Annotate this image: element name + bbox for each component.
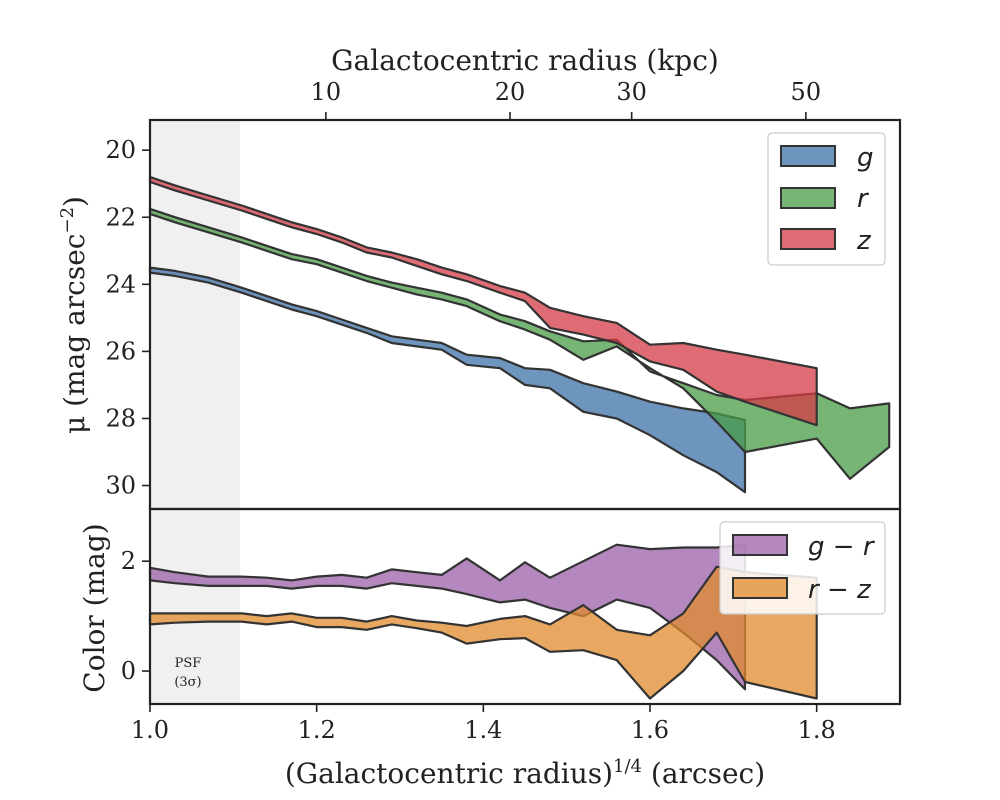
legend-label-g: g <box>857 143 874 173</box>
legend-label-z: z <box>856 226 872 256</box>
legend-swatch-g <box>780 145 836 167</box>
psf-region-top <box>150 120 240 509</box>
color-band-r-z <box>148 565 818 700</box>
mu-band-r <box>148 207 891 480</box>
bottom-panel-frame <box>148 507 902 706</box>
legend-swatch-z <box>780 228 836 250</box>
ytick-label-bottom: 2 <box>121 547 136 575</box>
ytick-label-top: 30 <box>105 472 136 500</box>
x-axis-title: (Galactocentric radius)1/4 (arcsec) <box>285 756 765 790</box>
y-axis-title-top: μ (mag arcsec−2) <box>57 196 91 434</box>
top-xtick-label: 20 <box>495 78 526 106</box>
xtick-label: 1.6 <box>631 716 669 744</box>
legend-label-g-r: g − r <box>808 532 876 562</box>
xtick-label: 1.0 <box>131 716 169 744</box>
legend-label-r: r <box>857 184 870 214</box>
y-axis-title-bottom: Color (mag) <box>78 523 111 692</box>
top-xtick-label: 50 <box>791 78 822 106</box>
top-xtick-label: 30 <box>616 78 647 106</box>
ytick-label-top: 24 <box>105 270 136 298</box>
psf-region-bottom <box>150 509 240 704</box>
top-xtick-label: 10 <box>311 78 342 106</box>
xtick-label: 1.4 <box>464 716 502 744</box>
psf-shaded-region-layer <box>150 120 240 704</box>
psf-sigma-label: (3σ) <box>174 675 201 690</box>
mu-band-z <box>148 175 818 427</box>
ytick-label-top: 20 <box>105 136 136 164</box>
ytick-label-top: 26 <box>105 337 136 365</box>
ytick-label-top: 22 <box>105 203 136 231</box>
legend-swatch-g-r <box>732 534 788 556</box>
mu-band-g <box>148 266 747 494</box>
legend-label-r-z: r − z <box>808 575 872 605</box>
top-axis-title: Galactocentric radius (kpc) <box>331 44 719 77</box>
legend-swatch-r-z <box>732 577 788 599</box>
legend-swatch-r <box>780 187 836 209</box>
ytick-label-top: 28 <box>105 404 136 432</box>
legend-bottom: g − r r − z <box>719 521 886 615</box>
xtick-label: 1.2 <box>298 716 336 744</box>
ytick-label-bottom: 0 <box>121 657 136 685</box>
legend-top: g r z <box>767 132 886 266</box>
xtick-label: 1.8 <box>798 716 836 744</box>
color-band-g-r <box>148 543 747 691</box>
psf-label: PSF <box>175 656 202 671</box>
series-area-layer <box>148 175 891 700</box>
tick-layer: 20 22 24 26 28 30 0 2 1.0 1.2 1.4 1.6 1.8 10 20 30 50 <box>105 78 835 744</box>
